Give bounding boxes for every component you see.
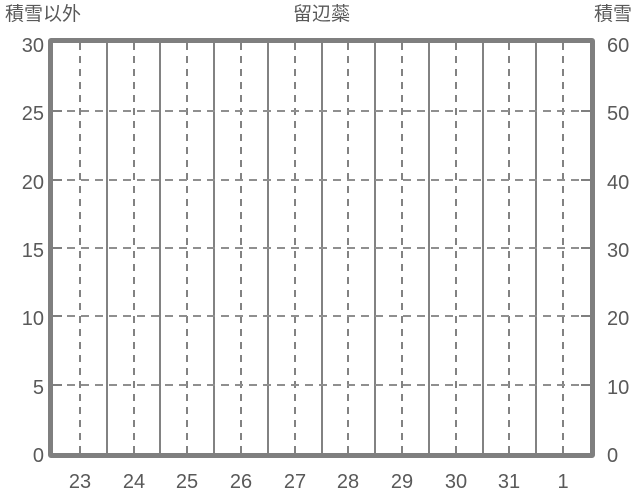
chart-title: 留辺蘂 (292, 4, 350, 25)
left-axis-label: 0 (32, 445, 44, 467)
x-axis-label: 30 (444, 471, 468, 493)
x-axis-label: 31 (497, 471, 521, 493)
left-axis-title: 積雪以外 (5, 4, 82, 25)
left-axis-label: 30 (21, 35, 44, 57)
left-axis-tick (53, 315, 62, 318)
plot-area (48, 38, 595, 458)
right-axis-label: 40 (607, 172, 630, 194)
x-axis-label: 25 (175, 471, 199, 493)
left-axis-label: 15 (21, 240, 44, 262)
x-axis-label: 26 (229, 471, 253, 493)
right-axis-label: 0 (607, 445, 619, 467)
right-axis-label: 10 (607, 377, 630, 399)
gridline-layer (53, 43, 590, 453)
right-axis-title: 積雪 (593, 4, 632, 25)
left-axis-tick (53, 178, 62, 181)
right-axis-tick (581, 315, 590, 318)
gridline-horizontal-dashed (53, 247, 590, 249)
left-axis-label: 25 (21, 103, 44, 125)
gridline-horizontal-dashed (53, 110, 590, 113)
right-axis-label: 60 (607, 35, 630, 57)
right-axis-tick (581, 247, 590, 249)
left-axis-label: 20 (21, 172, 44, 194)
left-axis-tick (53, 110, 62, 113)
gridline-horizontal-dashed (53, 383, 590, 386)
x-axis-label: 1 (557, 471, 569, 493)
x-axis-label: 28 (336, 471, 360, 493)
gridline-horizontal-dashed (53, 315, 590, 318)
left-axis-tick (53, 383, 62, 386)
right-axis-tick (581, 383, 590, 386)
right-axis-label: 50 (607, 103, 630, 125)
left-axis-tick (53, 247, 62, 249)
x-axis-label: 23 (68, 471, 92, 493)
left-axis-label: 5 (32, 377, 44, 399)
right-axis-label: 20 (607, 308, 630, 330)
right-axis-tick (581, 178, 590, 181)
right-axis-label: 30 (607, 240, 630, 262)
x-axis-label: 27 (283, 471, 307, 493)
left-axis-label: 10 (21, 308, 44, 330)
x-axis-label: 24 (122, 471, 146, 493)
gridline-horizontal-dashed (53, 178, 590, 181)
right-axis-tick (581, 110, 590, 113)
x-axis-label: 29 (390, 471, 414, 493)
